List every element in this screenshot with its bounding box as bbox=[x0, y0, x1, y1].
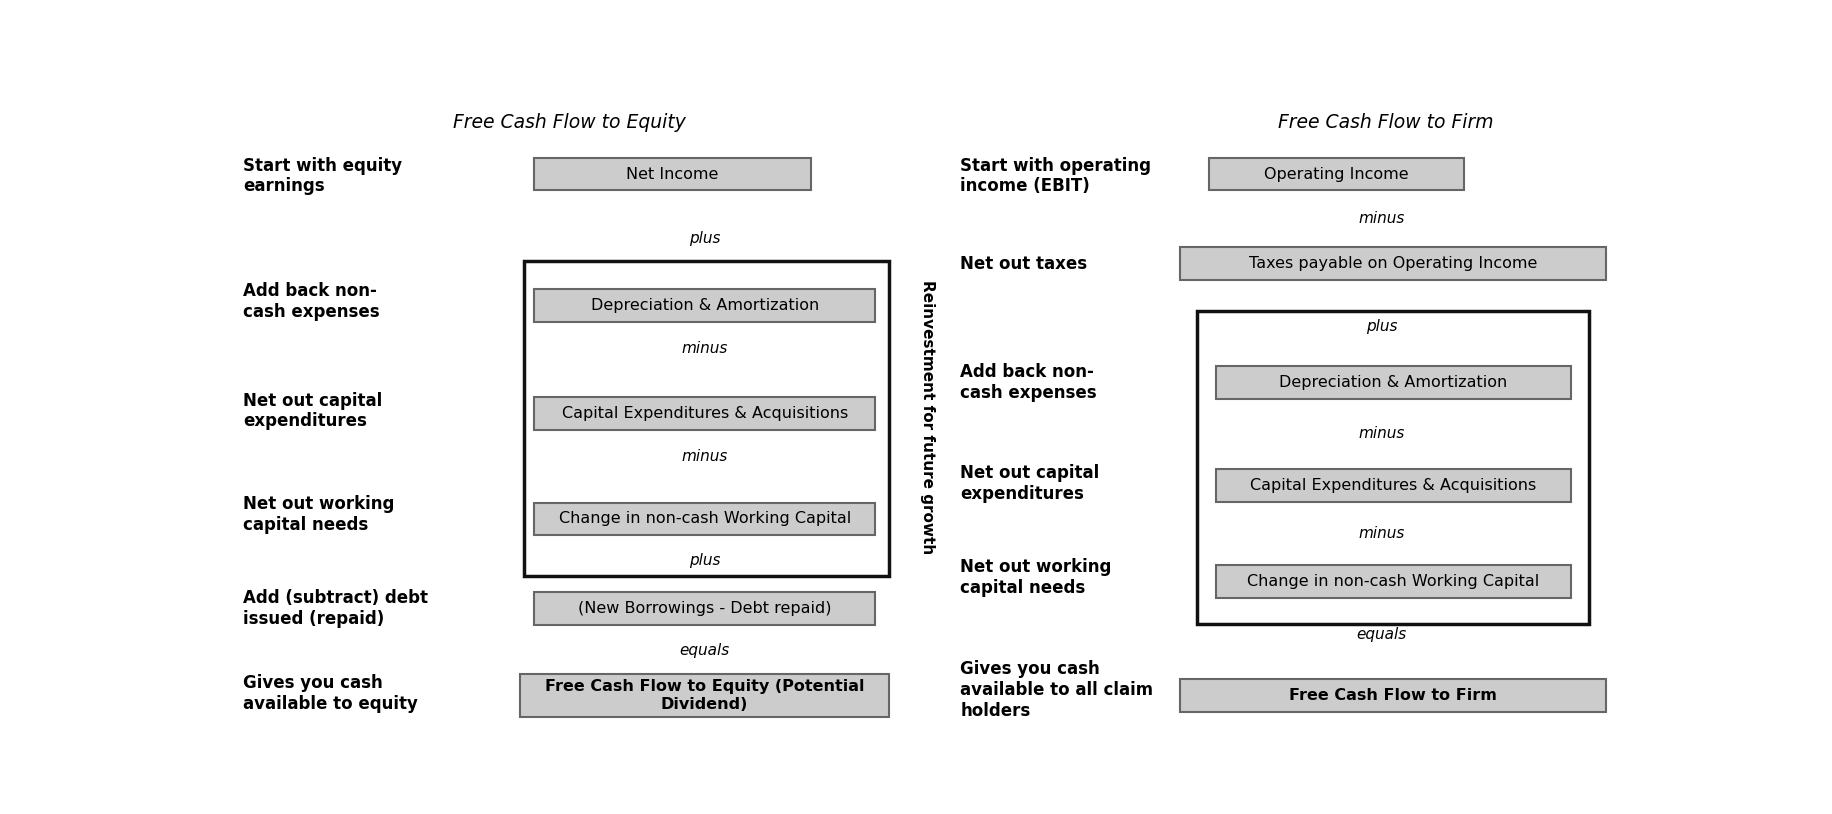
Text: Net out capital
expenditures: Net out capital expenditures bbox=[244, 392, 383, 431]
FancyBboxPatch shape bbox=[535, 397, 876, 430]
Text: minus: minus bbox=[682, 341, 727, 356]
Text: Add (subtract) debt
issued (repaid): Add (subtract) debt issued (repaid) bbox=[244, 589, 429, 628]
Text: Gives you cash
available to equity: Gives you cash available to equity bbox=[244, 674, 418, 712]
Text: Depreciation & Amortization: Depreciation & Amortization bbox=[590, 298, 819, 313]
FancyBboxPatch shape bbox=[1216, 470, 1570, 502]
FancyBboxPatch shape bbox=[1216, 366, 1570, 399]
Text: Gives you cash
available to all claim
holders: Gives you cash available to all claim ho… bbox=[960, 660, 1154, 720]
FancyBboxPatch shape bbox=[535, 502, 876, 535]
Text: Free Cash Flow to Firm: Free Cash Flow to Firm bbox=[1290, 688, 1497, 703]
Text: plus: plus bbox=[689, 231, 720, 246]
Text: Add back non-
cash expenses: Add back non- cash expenses bbox=[244, 282, 379, 321]
Text: minus: minus bbox=[1359, 427, 1405, 441]
Text: Start with equity
earnings: Start with equity earnings bbox=[244, 156, 403, 195]
Text: Free Cash Flow to Firm: Free Cash Flow to Firm bbox=[1279, 113, 1493, 133]
Text: Add back non-
cash expenses: Add back non- cash expenses bbox=[960, 364, 1097, 402]
Text: Change in non-cash Working Capital: Change in non-cash Working Capital bbox=[1248, 574, 1539, 589]
Text: Net Income: Net Income bbox=[627, 167, 718, 182]
FancyBboxPatch shape bbox=[535, 158, 812, 190]
FancyBboxPatch shape bbox=[520, 674, 889, 717]
Text: Reinvestment for future growth: Reinvestment for future growth bbox=[920, 280, 934, 554]
Text: (New Borrowings - Debt repaid): (New Borrowings - Debt repaid) bbox=[577, 601, 832, 616]
FancyBboxPatch shape bbox=[1198, 311, 1588, 624]
Text: Change in non-cash Working Capital: Change in non-cash Working Capital bbox=[559, 511, 850, 527]
Text: equals: equals bbox=[1358, 628, 1407, 642]
Text: Depreciation & Amortization: Depreciation & Amortization bbox=[1279, 374, 1508, 390]
Text: Capital Expenditures & Acquisitions: Capital Expenditures & Acquisitions bbox=[1249, 478, 1537, 493]
Text: Taxes payable on Operating Income: Taxes payable on Operating Income bbox=[1249, 256, 1537, 271]
Text: Operating Income: Operating Income bbox=[1264, 167, 1409, 182]
Text: minus: minus bbox=[682, 449, 727, 464]
FancyBboxPatch shape bbox=[535, 593, 876, 625]
Text: Net out capital
expenditures: Net out capital expenditures bbox=[960, 464, 1099, 502]
Text: Net out working
capital needs: Net out working capital needs bbox=[960, 558, 1112, 597]
FancyBboxPatch shape bbox=[1180, 680, 1607, 712]
FancyBboxPatch shape bbox=[535, 290, 876, 322]
Text: Capital Expenditures & Acquisitions: Capital Expenditures & Acquisitions bbox=[561, 406, 848, 421]
FancyBboxPatch shape bbox=[524, 260, 889, 576]
Text: Net out working
capital needs: Net out working capital needs bbox=[244, 495, 394, 534]
Text: plus: plus bbox=[1367, 319, 1398, 334]
Text: minus: minus bbox=[1359, 526, 1405, 540]
Text: minus: minus bbox=[1359, 211, 1405, 225]
Text: Net out taxes: Net out taxes bbox=[960, 255, 1088, 273]
Text: Free Cash Flow to Equity (Potential
Dividend): Free Cash Flow to Equity (Potential Divi… bbox=[544, 680, 865, 711]
FancyBboxPatch shape bbox=[1216, 565, 1570, 597]
FancyBboxPatch shape bbox=[1209, 158, 1464, 190]
FancyBboxPatch shape bbox=[1180, 247, 1607, 280]
Text: equals: equals bbox=[680, 643, 729, 658]
Text: Free Cash Flow to Equity: Free Cash Flow to Equity bbox=[453, 113, 687, 133]
Text: Start with operating
income (EBIT): Start with operating income (EBIT) bbox=[960, 156, 1150, 195]
Text: plus: plus bbox=[689, 553, 720, 567]
